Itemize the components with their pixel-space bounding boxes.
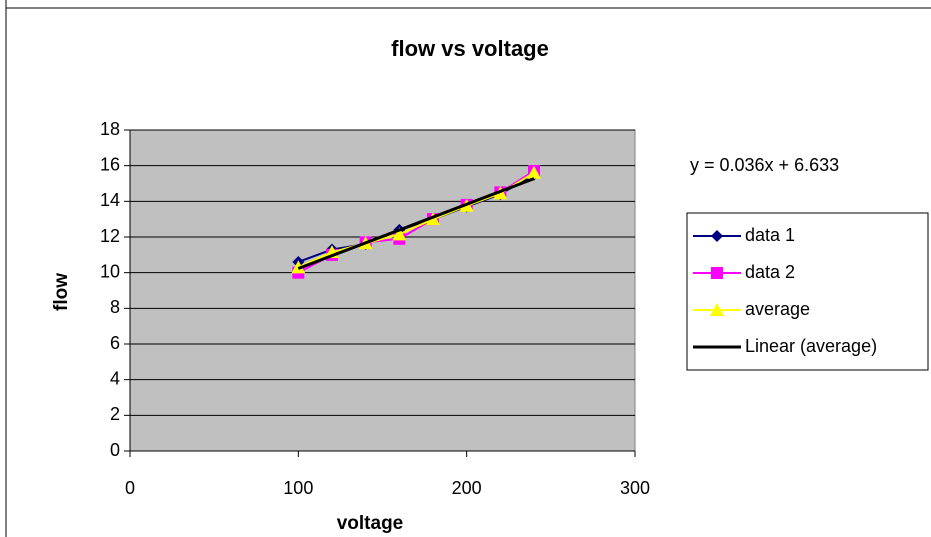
y-axis-label: flow [51, 273, 72, 311]
trend-line [297, 177, 535, 270]
x-tick-label: 200 [452, 478, 482, 498]
y-tick-label: 10 [100, 261, 120, 281]
y-tick-label: 14 [100, 190, 120, 210]
y-tick-label: 12 [100, 226, 120, 246]
y-tick-label: 4 [110, 368, 120, 388]
x-tick-label: 0 [125, 478, 135, 498]
plot-area [129, 129, 636, 452]
y-tick-label: 2 [110, 404, 120, 424]
y-tick-label: 6 [110, 333, 120, 353]
marker [711, 230, 723, 242]
chart-title: flow vs voltage [391, 36, 549, 61]
series-line [297, 171, 535, 269]
marker [711, 267, 723, 279]
y-tick-label: 8 [110, 297, 120, 317]
legend-box [686, 212, 929, 371]
y-tick-label: 18 [100, 119, 120, 139]
x-tick-label: 100 [283, 478, 313, 498]
y-tick-label: 16 [100, 154, 120, 174]
marker [392, 227, 407, 241]
x-axis-label: voltage [337, 513, 404, 534]
marker [527, 165, 541, 179]
x-tick-label: 300 [620, 478, 650, 498]
marker [291, 260, 306, 274]
legend-label: data 2 [745, 262, 795, 282]
trend-equation: y = 0.036x + 6.633 [690, 155, 839, 175]
legend-label: Linear (average) [745, 336, 877, 356]
y-tick-label: 0 [110, 440, 120, 460]
legend-label: data 1 [745, 225, 795, 245]
legend-label: average [745, 299, 810, 319]
marker [710, 303, 724, 316]
